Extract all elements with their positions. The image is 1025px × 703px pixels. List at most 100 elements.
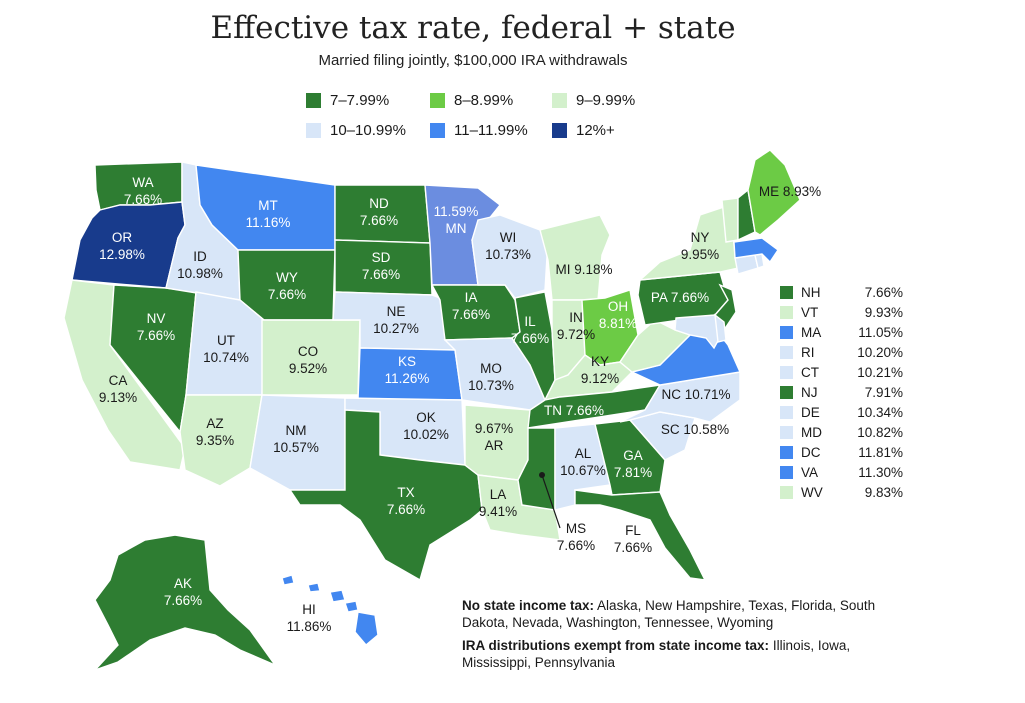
state-label-CA: CA 9.13%	[99, 373, 137, 405]
map-title: Effective tax rate, federal + state	[210, 10, 736, 46]
list-value: 10.20%	[857, 345, 903, 360]
state-label-IA: IA 7.66%	[452, 290, 490, 322]
list-abbr: MA	[801, 325, 822, 340]
state-label-NY: NY 9.95%	[681, 230, 719, 262]
map-subtitle: Married filing jointly, $100,000 IRA wit…	[318, 52, 628, 69]
state-label-SC: SC 10.58%	[661, 422, 729, 437]
state-label-PA: PA 7.66%	[651, 290, 709, 305]
no-tax-heading: No state income tax:	[462, 598, 595, 613]
state-TN[interactable]	[527, 384, 662, 429]
list-item: VT 9.93%	[780, 305, 903, 320]
state-HI-island[interactable]	[281, 574, 295, 586]
legend-item: 11–11.99%	[430, 122, 528, 139]
list-item: WV 9.83%	[780, 485, 903, 500]
state-OR[interactable]	[71, 201, 186, 289]
list-item: MD 10.82%	[780, 425, 903, 440]
state-label-FL: FL 7.66%	[614, 523, 652, 555]
exempt-note: IRA distributions exempt from state inco…	[462, 637, 902, 671]
state-label-GA: GA 7.81%	[614, 448, 652, 480]
state-label-MS: MS 7.66%	[557, 521, 595, 553]
list-abbr: RI	[801, 345, 815, 360]
state-label-UT: UT 10.74%	[203, 333, 249, 365]
list-value: 10.82%	[857, 425, 903, 440]
list-item: NH 7.66%	[780, 285, 903, 300]
no-tax-list: Alaska, New Hampshire, Texas, Florida, S…	[462, 598, 876, 630]
state-label-AK: AK 7.66%	[164, 576, 202, 608]
state-label-OK: OK 10.02%	[403, 410, 449, 442]
state-label-NV: NV 7.66%	[137, 311, 175, 343]
legend-swatch	[306, 93, 321, 108]
state-AK[interactable]	[94, 534, 278, 671]
legend-label: 8–8.99%	[454, 92, 514, 109]
list-swatch	[780, 486, 793, 499]
state-WI[interactable]	[471, 214, 549, 299]
state-TX[interactable]	[288, 409, 483, 582]
state-label-TX: TX 7.66%	[387, 485, 425, 517]
list-swatch	[780, 446, 793, 459]
list-abbr: VT	[801, 305, 819, 320]
state-label-NC: NC 10.71%	[661, 387, 730, 402]
list-value: 9.93%	[864, 305, 903, 320]
legend-label: 11–11.99%	[454, 122, 528, 139]
list-value: 7.91%	[864, 385, 903, 400]
legend-item: 8–8.99%	[430, 92, 513, 109]
state-MA[interactable]	[733, 237, 779, 264]
state-label-KS: KS 11.26%	[385, 354, 430, 386]
list-abbr: DC	[801, 445, 821, 460]
list-swatch	[780, 306, 793, 319]
list-item: NJ 7.91%	[780, 385, 903, 400]
ms-pointer-line	[541, 474, 561, 529]
list-item: MA 11.05%	[780, 325, 903, 340]
state-label-WY: WY 7.66%	[268, 270, 306, 302]
legend-label: 12%+	[576, 122, 615, 139]
no-tax-note: No state income tax: Alaska, New Hampshi…	[462, 597, 902, 631]
list-value: 10.21%	[857, 365, 903, 380]
state-label-NM: NM 10.57%	[273, 423, 319, 455]
legend-item: 10–10.99%	[306, 122, 406, 139]
list-value: 9.83%	[864, 485, 903, 500]
state-label-MN: 11.59% MN	[434, 204, 479, 236]
legend-swatch	[552, 93, 567, 108]
list-swatch	[780, 346, 793, 359]
list-value: 10.34%	[857, 405, 903, 420]
state-label-LA: LA 9.41%	[479, 487, 517, 519]
state-label-IL: IL 7.66%	[511, 314, 549, 346]
state-label-MI: MI 9.18%	[555, 262, 612, 277]
list-item: VA 11.30%	[780, 465, 903, 480]
legend-item: 12%+	[552, 122, 615, 139]
state-label-AZ: AZ 9.35%	[196, 416, 234, 448]
state-FL[interactable]	[574, 489, 707, 581]
legend-swatch	[430, 93, 445, 108]
state-label-OH: OH 8.81%	[599, 299, 637, 331]
legend-label: 7–7.99%	[330, 92, 390, 109]
ms-pointer-dot	[539, 472, 545, 478]
state-HI-island[interactable]	[344, 600, 359, 613]
state-label-ME: ME 8.93%	[759, 184, 821, 199]
state-ME[interactable]	[747, 149, 801, 236]
legend-swatch	[552, 123, 567, 138]
list-abbr: MD	[801, 425, 822, 440]
state-DE[interactable]	[714, 313, 727, 343]
legend-item: 7–7.99%	[306, 92, 389, 109]
list-item: CT 10.21%	[780, 365, 903, 380]
legend-label: 9–9.99%	[576, 92, 636, 109]
state-label-MO: MO 10.73%	[468, 361, 514, 393]
list-abbr: NJ	[801, 385, 818, 400]
list-value: 7.66%	[864, 285, 903, 300]
list-swatch	[780, 466, 793, 479]
state-label-OR: OR 12.98%	[99, 230, 145, 262]
state-HI[interactable]	[354, 611, 379, 646]
state-HI-island[interactable]	[329, 589, 346, 603]
list-value: 11.81%	[858, 445, 903, 460]
state-MI[interactable]	[539, 214, 611, 301]
state-label-ND: ND 7.66%	[360, 196, 398, 228]
list-item: RI 10.20%	[780, 345, 903, 360]
state-label-HI: HI 11.86%	[287, 602, 332, 634]
state-HI-island[interactable]	[307, 582, 321, 593]
exempt-heading: IRA distributions exempt from state inco…	[462, 638, 770, 653]
state-label-AR: 9.67% AR	[475, 421, 513, 453]
state-label-TN: TN 7.66%	[544, 403, 604, 418]
list-abbr: CT	[801, 365, 819, 380]
state-WY[interactable]	[237, 249, 336, 321]
